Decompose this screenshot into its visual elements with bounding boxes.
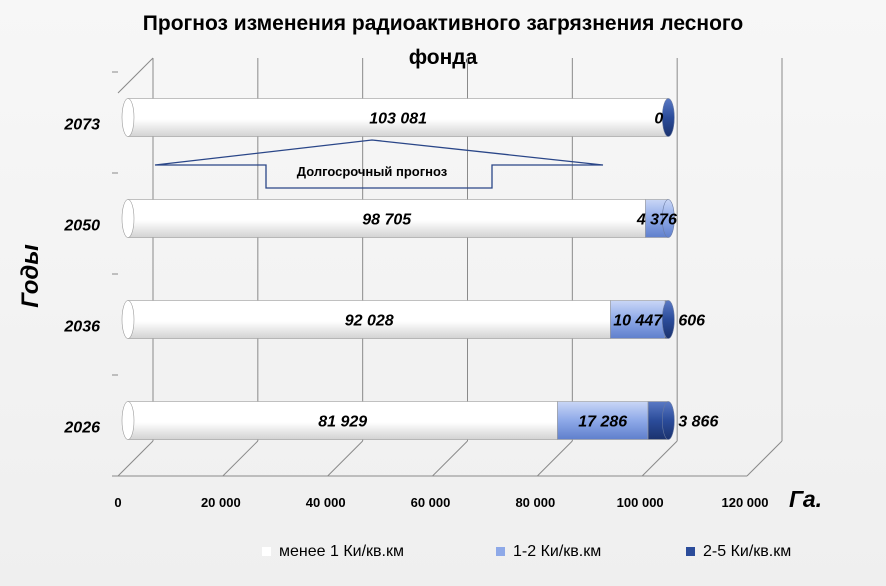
x-tick-label: 0 (114, 495, 121, 510)
bar-cap-left (121, 300, 135, 339)
bar-cap-right (662, 300, 675, 339)
y-tick-label: 2050 (63, 218, 100, 235)
x-tick-label: 20 000 (201, 495, 241, 510)
bar-segment (127, 300, 611, 339)
legend-item-series-2: 1-2 Ки/кв.км (496, 543, 601, 561)
data-label: 92 028 (345, 313, 394, 330)
bar-cap-right (662, 98, 675, 137)
data-label: 3 866 (678, 414, 718, 431)
floor-gridline (641, 440, 678, 477)
bar-segment (127, 401, 558, 440)
legend-swatch-white (262, 547, 271, 557)
top-left-edge (117, 57, 154, 94)
data-label: 10 447 (613, 313, 663, 330)
x-tick-label: 40 000 (306, 495, 346, 510)
bar-segment (127, 199, 646, 238)
data-label: 606 (678, 313, 705, 330)
left-wall-edge (117, 440, 154, 477)
bar-segment (557, 401, 649, 440)
annotation-label: Долгосрочный прогноз (297, 164, 448, 179)
bar-cap-left (121, 98, 135, 137)
bar-cap-right (662, 199, 675, 238)
data-label: 0 (654, 111, 663, 128)
chart-title-line-1: Прогноз изменения радиоактивного загрязн… (142, 12, 744, 35)
bar-cap-right (662, 401, 675, 440)
x-tick-label: 80 000 (515, 495, 555, 510)
y-tick-label: 2026 (63, 420, 100, 437)
legend-label-series-3: 2-5 Ки/кв.км (703, 543, 792, 560)
x-tick-label: 120 000 (722, 495, 769, 510)
data-label: 17 286 (578, 414, 627, 431)
chart-title-line-2: фонда (408, 46, 478, 69)
long-term-forecast-callout (154, 139, 604, 189)
x-axis-unit-label: Га. (789, 486, 822, 512)
legend-swatch-light-blue (496, 547, 505, 557)
y-axis-label: Годы (17, 244, 44, 308)
legend-label-series-1: менее 1 Ки/кв.км (279, 543, 404, 560)
legend-label-series-2: 1-2 Ки/кв.км (513, 543, 602, 560)
floor-gridline (327, 440, 364, 477)
legend-item-series-1: менее 1 Ки/кв.км (262, 543, 404, 561)
floor-gridline (746, 440, 783, 477)
y-tick-label: 2073 (63, 117, 100, 134)
data-label: 81 929 (318, 414, 367, 431)
bar-cap-left (121, 401, 135, 440)
x-tick-label: 100 000 (617, 495, 664, 510)
x-tick-label: 60 000 (411, 495, 451, 510)
data-label: 4 376 (636, 212, 677, 229)
bar-segment (610, 300, 666, 339)
bar-segment (127, 98, 669, 137)
floor-gridline (222, 440, 259, 477)
floor-gridline (536, 440, 573, 477)
legend-item-series-3: 2-5 Ки/кв.км (686, 543, 791, 561)
data-label: 98 705 (362, 212, 412, 229)
bar-cap-left (121, 199, 135, 238)
y-tick-label: 2036 (63, 319, 100, 336)
legend-swatch-dark-blue (686, 547, 695, 557)
floor-gridline (432, 440, 468, 477)
data-label: 103 081 (369, 111, 427, 128)
